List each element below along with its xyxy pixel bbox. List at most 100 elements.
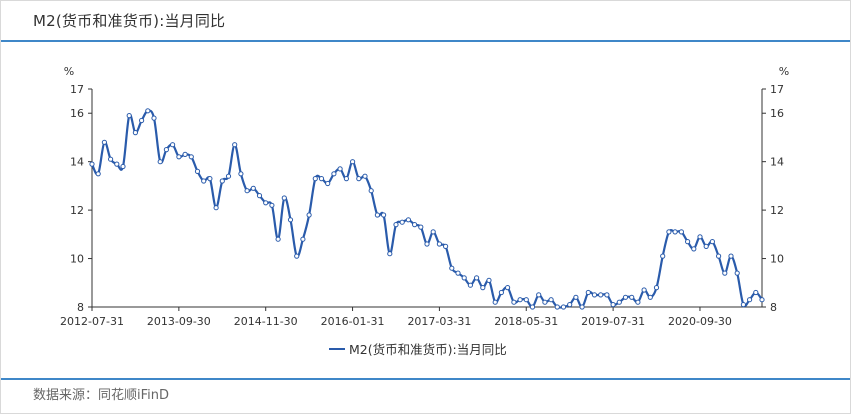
data-point [405, 217, 411, 223]
x-tick-label: 2019-07-31 [581, 315, 645, 328]
data-point [300, 236, 306, 242]
data-point [163, 147, 169, 153]
x-tick-label: 2017-03-31 [407, 315, 471, 328]
series-line [91, 109, 763, 309]
data-point [703, 243, 709, 249]
left-y-tick-label: 14 [70, 156, 84, 169]
data-point [114, 161, 120, 167]
data-point [151, 115, 157, 121]
data-point [560, 304, 567, 310]
data-point [176, 154, 182, 160]
x-tick-label: 2018-05-31 [494, 315, 558, 328]
data-point [759, 297, 765, 303]
axes: % % [64, 65, 789, 308]
data-point [672, 229, 678, 235]
data-point [573, 294, 579, 300]
data-point [709, 239, 716, 245]
data-point [263, 200, 269, 206]
data-point [250, 185, 256, 191]
data-point [585, 289, 591, 296]
data-point [529, 304, 536, 310]
data-point [294, 253, 300, 259]
x-tick-label: 2013-09-30 [147, 315, 211, 328]
data-point [635, 299, 641, 305]
data-point [517, 297, 523, 303]
data-point [213, 205, 219, 211]
data-point [318, 176, 325, 182]
data-point [678, 229, 685, 235]
data-point [536, 292, 542, 298]
data-point [591, 292, 598, 298]
x-tick-label: 2014-11-30 [234, 315, 298, 328]
data-point [337, 166, 343, 172]
data-point [418, 224, 424, 230]
data-point [554, 304, 560, 310]
x-tick-label: 2020-09-30 [668, 315, 732, 328]
data-point [331, 171, 337, 177]
data-point [436, 241, 442, 247]
data-point [393, 222, 399, 228]
x-tick-label: 2012-07-31 [60, 315, 124, 328]
data-point [455, 270, 461, 276]
data-point [188, 154, 194, 160]
data-point [126, 113, 132, 119]
data-point [145, 108, 151, 114]
data-point [498, 289, 504, 296]
data-point [275, 236, 281, 242]
data-point [374, 212, 380, 218]
data-point [269, 202, 275, 208]
data-point [728, 253, 734, 259]
data-point [722, 270, 728, 276]
data-point [244, 188, 250, 194]
data-point [480, 285, 486, 291]
data-point [740, 302, 747, 308]
tick-marks: 8 8 10 10 12 12 14 14 16 16 17 17 2012-07-31 2013-09-… [60, 83, 784, 328]
data-point [523, 297, 529, 303]
data-point [474, 275, 480, 281]
legend: M2(货币和准货币):当月同比 [329, 342, 507, 357]
data-point [89, 161, 95, 167]
data-point [716, 253, 722, 259]
data-point [201, 178, 207, 184]
data-point [232, 142, 238, 148]
left-y-tick-label: 10 [70, 253, 84, 266]
data-point [343, 176, 349, 182]
data-point [238, 171, 244, 177]
data-point [424, 241, 430, 247]
data-point [387, 251, 393, 257]
data-point [461, 275, 467, 281]
data-point [666, 229, 672, 235]
data-point [399, 219, 405, 225]
data-point [225, 173, 232, 179]
data-point [132, 130, 138, 136]
right-y-tick-label: 14 [770, 156, 784, 169]
data-point [598, 292, 604, 298]
data-point [194, 168, 201, 174]
source-divider [1, 378, 850, 380]
data-point [467, 282, 473, 288]
data-point [685, 239, 691, 245]
data-point [325, 180, 331, 187]
chart-title: M2(货币和准货币):当月同比 [33, 12, 226, 30]
data-point [622, 294, 629, 300]
left-y-tick-label: 8 [77, 301, 84, 314]
right-y-tick-label: 12 [770, 204, 784, 217]
data-point [492, 299, 498, 305]
data-point [381, 212, 387, 218]
right-y-tick-label: 17 [770, 83, 784, 96]
data-point [647, 294, 653, 300]
legend-label: M2(货币和准货币):当月同比 [349, 342, 507, 357]
right-y-tick-label: 8 [770, 301, 777, 314]
left-y-tick-label: 12 [70, 204, 84, 217]
right-y-tick-label: 16 [770, 107, 784, 120]
data-point [120, 163, 126, 170]
data-point [182, 151, 188, 157]
data-point [697, 234, 703, 240]
data-point [356, 176, 362, 182]
data-point [139, 117, 145, 124]
left-y-tick-label: 16 [70, 107, 84, 120]
data-point [207, 176, 213, 182]
right-axis-unit-label: % [779, 65, 789, 78]
data-point [287, 217, 294, 223]
data-point [660, 253, 666, 259]
